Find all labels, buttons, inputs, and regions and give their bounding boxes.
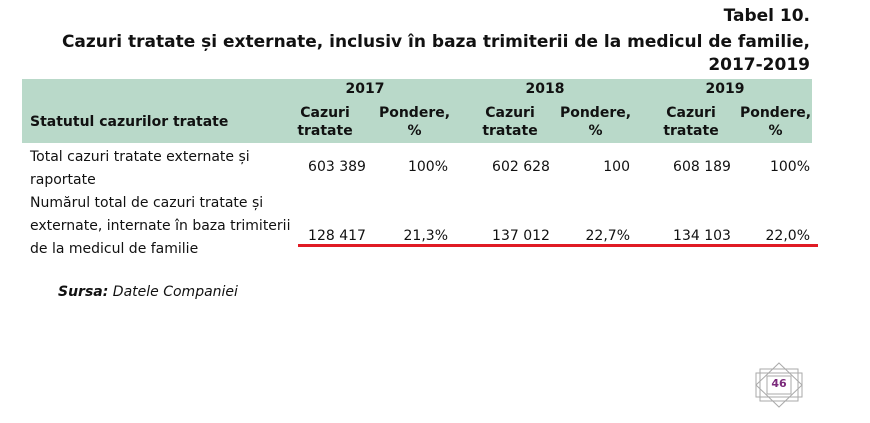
cell: 100% [407,159,448,175]
header-cases-2018: Cazuri tratate [482,105,538,139]
header-year-2019: 2019 [705,81,745,97]
table-title-years: 2017-2019 [708,55,810,75]
page-number-badge: 46 [752,362,806,408]
source-text: Datele Companiei [108,284,238,300]
cell: 608 189 [673,159,731,175]
red-underline-annotation [298,244,818,247]
ornament-frame-icon [755,362,803,408]
header-cases-2019: Cazuri tratate [663,105,719,139]
table-header [22,79,812,143]
page-number: 46 [771,377,787,390]
row-label-referral: Numărul total de cazuri tratate și exter… [30,195,291,257]
header-weight-2017: Pondere, % [378,105,451,139]
row-label-total: Total cazuri tratate externate și raport… [30,149,250,188]
cell: 22,7% [585,228,630,244]
cell: 128 417 [308,228,366,244]
cell: 137 012 [492,228,550,244]
header-cases-2017: Cazuri tratate [297,105,353,139]
header-year-2018: 2018 [525,81,565,97]
table-title: Cazuri tratate și externate, inclusiv în… [61,32,810,52]
source-note: Sursa: Datele Companiei [58,284,238,300]
cell: 100 [603,159,630,175]
cell: 22,0% [765,228,810,244]
header-status: Statutul cazurilor tratate [30,114,229,130]
table-number: Tabel 10. [723,6,810,26]
source-label: Sursa: [58,284,109,300]
cell: 100% [769,159,810,175]
cell: 602 628 [492,159,550,175]
cell: 134 103 [673,228,731,244]
cell: 603 389 [308,159,366,175]
header-weight-2019: Pondere, % [739,105,812,139]
header-weight-2018: Pondere, % [559,105,632,139]
cell: 21,3% [403,228,448,244]
header-year-2017: 2017 [345,81,385,97]
